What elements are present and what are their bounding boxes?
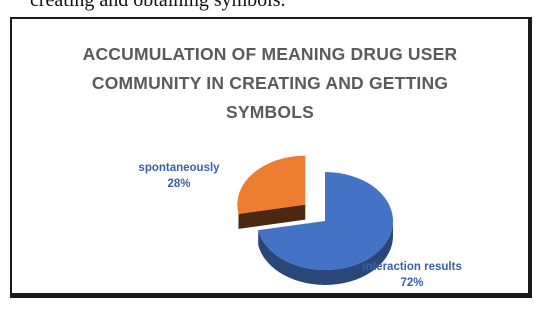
chart-frame: ACCUMULATION OF MEANING DRUG USER COMMUN… — [10, 17, 532, 298]
chart-title: ACCUMULATION OF MEANING DRUG USER COMMUN… — [12, 40, 528, 127]
chart-title-line-2: COMMUNITY IN CREATING AND GETTING — [91, 73, 449, 93]
slice-label-spontaneously-name: spontaneously — [138, 162, 220, 174]
slice-label-interaction-results-value: 72% — [400, 277, 424, 289]
pie-slice-cut-face — [238, 204, 306, 229]
pie-chart — [237, 155, 393, 285]
slice-label-spontaneously: spontaneously 28% — [129, 160, 229, 192]
pie-slice-interaction-results — [258, 172, 393, 285]
pie-slice-spontaneously — [237, 155, 306, 229]
chart-title-line-1: ACCUMULATION OF MEANING DRUG USER — [82, 44, 458, 64]
slice-label-spontaneously-value: 28% — [167, 178, 191, 190]
pie-slice-top — [258, 172, 393, 270]
pie-slice-top — [237, 155, 306, 214]
pie-slice-side — [258, 221, 393, 285]
chart-title-line-3: SYMBOLS — [226, 102, 314, 122]
slice-label-interaction-results: interaction results 72% — [352, 259, 472, 291]
figure-caption: creating and obtaining symbols. — [30, 0, 286, 11]
slice-label-interaction-results-name: interaction results — [362, 261, 462, 273]
